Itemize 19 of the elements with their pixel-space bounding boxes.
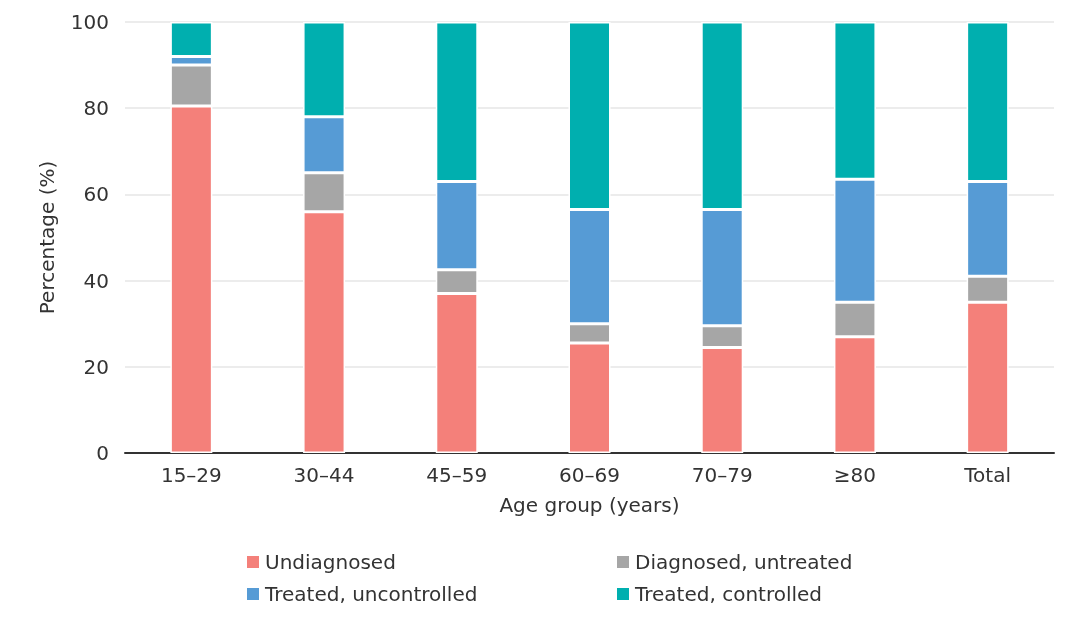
x-axis-title: Age group (years)	[499, 493, 680, 517]
x-tick-label: 60–69	[559, 463, 620, 487]
legend-label: Treated, controlled	[634, 582, 823, 606]
legend-label: Undiagnosed	[265, 550, 396, 574]
y-tick-label: 60	[83, 182, 109, 207]
legend-label: Diagnosed, untreated	[635, 550, 853, 574]
x-tick-label: Total	[963, 463, 1011, 487]
y-tick-label: 20	[83, 354, 109, 379]
x-tick-label: 70–79	[691, 463, 753, 487]
x-tick-label: ≥80	[833, 463, 877, 487]
x-tick-label: 45–59	[426, 463, 488, 487]
y-tick-label: 0	[96, 441, 109, 465]
y-tick-label: 100	[70, 10, 109, 34]
x-tick-label: 30–44	[293, 463, 355, 487]
y-tick-label: 40	[83, 268, 109, 293]
legend-label: Treated, uncontrolled	[264, 582, 478, 606]
y-tick-label: 80	[83, 96, 109, 121]
y-axis-title: Percentage (%)	[35, 160, 59, 315]
x-tick-label: 15–29	[160, 463, 222, 487]
